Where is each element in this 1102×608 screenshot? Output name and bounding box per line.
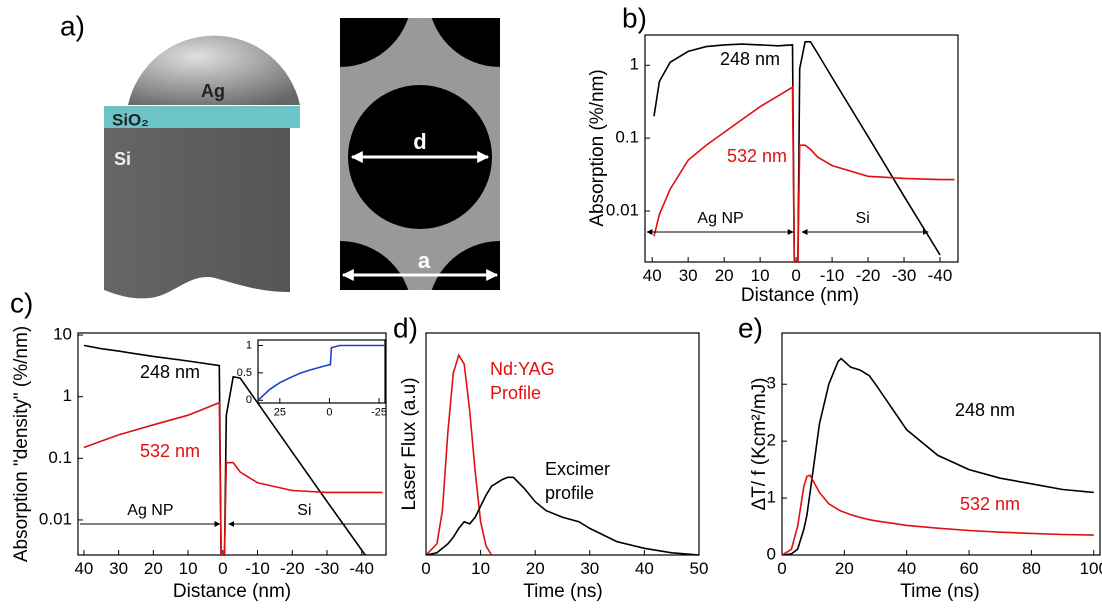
- y-tick-label: 0.1: [48, 448, 72, 467]
- unit-cell: [340, 18, 500, 290]
- y-tick-label: 1: [767, 488, 776, 507]
- x-tick-label: 10: [471, 559, 490, 578]
- series-label: Nd:YAG: [490, 359, 555, 379]
- plot-frame: [77, 332, 387, 556]
- series-label: 532 nm: [727, 146, 787, 166]
- series-label: 532 nm: [960, 494, 1020, 514]
- x-tick-label: 0: [777, 559, 786, 578]
- x-tick-label: -30: [892, 266, 917, 285]
- panel-label: c): [10, 287, 33, 318]
- y-axis-label: Absorption "density" (%/nm): [11, 326, 32, 562]
- oxide-label: SiO₂: [112, 110, 149, 129]
- x-tick-label: 0: [421, 559, 430, 578]
- series-label: 532 nm: [140, 441, 200, 461]
- x-tick-label: 30: [580, 559, 599, 578]
- schematic: a) Ag SiO₂ Si d a: [60, 10, 500, 299]
- panel-label: e): [738, 312, 763, 343]
- y-tick-label: 0: [767, 544, 776, 563]
- x-axis-label: Distance (nm): [741, 285, 859, 306]
- x-tick-label: 40: [643, 266, 662, 285]
- series-label: Excimer: [545, 459, 610, 479]
- series-line: [257, 344, 385, 401]
- y-axis-label: Laser Flux (a.u): [399, 377, 420, 510]
- annotation: Si: [297, 502, 311, 519]
- series-line: [83, 401, 383, 556]
- x-tick-label: 40: [897, 559, 916, 578]
- series-line: [781, 474, 1094, 556]
- plot-frame: [257, 339, 386, 404]
- series-label: Profile: [490, 383, 541, 403]
- period-label: a: [418, 248, 431, 273]
- x-tick-label: 0: [218, 559, 227, 578]
- particle-label: Ag: [201, 81, 225, 101]
- x-axis-label: Time (ns): [523, 581, 603, 602]
- x-tick-label: -10: [245, 559, 270, 578]
- x-tick-label: 25: [274, 406, 286, 418]
- y-tick-label: 0.5: [237, 367, 252, 379]
- x-tick-label: -25: [371, 406, 387, 418]
- y-tick-label: 10: [53, 325, 72, 344]
- x-tick-label: 40: [74, 559, 93, 578]
- y-tick-label: 0: [246, 394, 252, 406]
- y-tick-label: 1: [63, 386, 72, 405]
- series-label: 248 nm: [140, 362, 200, 382]
- x-tick-label: 10: [179, 559, 198, 578]
- plot-frame: [425, 332, 700, 556]
- substrate: [104, 128, 290, 299]
- x-tick-label: -20: [280, 559, 305, 578]
- series-line: [425, 476, 700, 556]
- x-tick-label: 20: [835, 559, 854, 578]
- particle: [128, 35, 300, 105]
- x-tick-label: 100: [1080, 559, 1102, 578]
- x-tick-label: -40: [928, 266, 953, 285]
- x-tick-label: 30: [679, 266, 698, 285]
- series-line: [653, 85, 955, 263]
- annotation: Si: [856, 210, 870, 227]
- series-label: 248 nm: [955, 400, 1015, 420]
- series-line: [425, 353, 493, 556]
- panel-label: a): [60, 10, 85, 41]
- x-axis-label: Distance (nm): [173, 581, 291, 602]
- y-tick-label: 1: [630, 55, 639, 74]
- substrate-label: Si: [114, 149, 131, 169]
- x-tick-label: 20: [144, 559, 163, 578]
- x-tick-label: 40: [635, 559, 654, 578]
- panel-label: b): [622, 2, 647, 33]
- x-tick-label: 30: [109, 559, 128, 578]
- y-axis-label: Absorption (%/nm): [587, 69, 608, 226]
- x-tick-label: 50: [690, 559, 709, 578]
- x-tick-label: 0: [791, 266, 800, 285]
- x-tick-label: 80: [1022, 559, 1041, 578]
- y-tick-label: 1: [246, 339, 252, 351]
- y-tick-label: 3: [767, 374, 776, 393]
- annotation: Ag NP: [697, 210, 743, 227]
- series-label: profile: [545, 483, 594, 503]
- y-tick-label: 2: [767, 431, 776, 450]
- x-axis-label: Time (ns): [900, 581, 980, 602]
- x-tick-label: -30: [315, 559, 340, 578]
- plot-frame: [781, 332, 1101, 556]
- y-tick-label: 0.01: [39, 509, 72, 528]
- x-tick-label: 60: [960, 559, 979, 578]
- annotation: Ag NP: [127, 502, 173, 519]
- x-tick-label: -40: [349, 559, 374, 578]
- series-label: 248 nm: [720, 49, 780, 69]
- oxide-layer: [104, 106, 300, 128]
- y-tick-label: 0.01: [606, 201, 639, 220]
- x-tick-label: 20: [526, 559, 545, 578]
- x-tick-label: -10: [820, 266, 845, 285]
- series-line: [781, 357, 1094, 556]
- plot-frame: [644, 34, 959, 263]
- diameter-label: d: [413, 129, 426, 154]
- x-tick-label: 20: [715, 266, 734, 285]
- y-tick-label: 0.1: [615, 128, 639, 147]
- x-tick-label: 10: [751, 266, 770, 285]
- x-tick-label: -20: [856, 266, 881, 285]
- panel-label: d): [393, 312, 418, 343]
- x-tick-label: 0: [326, 406, 332, 418]
- y-axis-label: ΔT/ f (Kcm²/mJ): [749, 378, 770, 511]
